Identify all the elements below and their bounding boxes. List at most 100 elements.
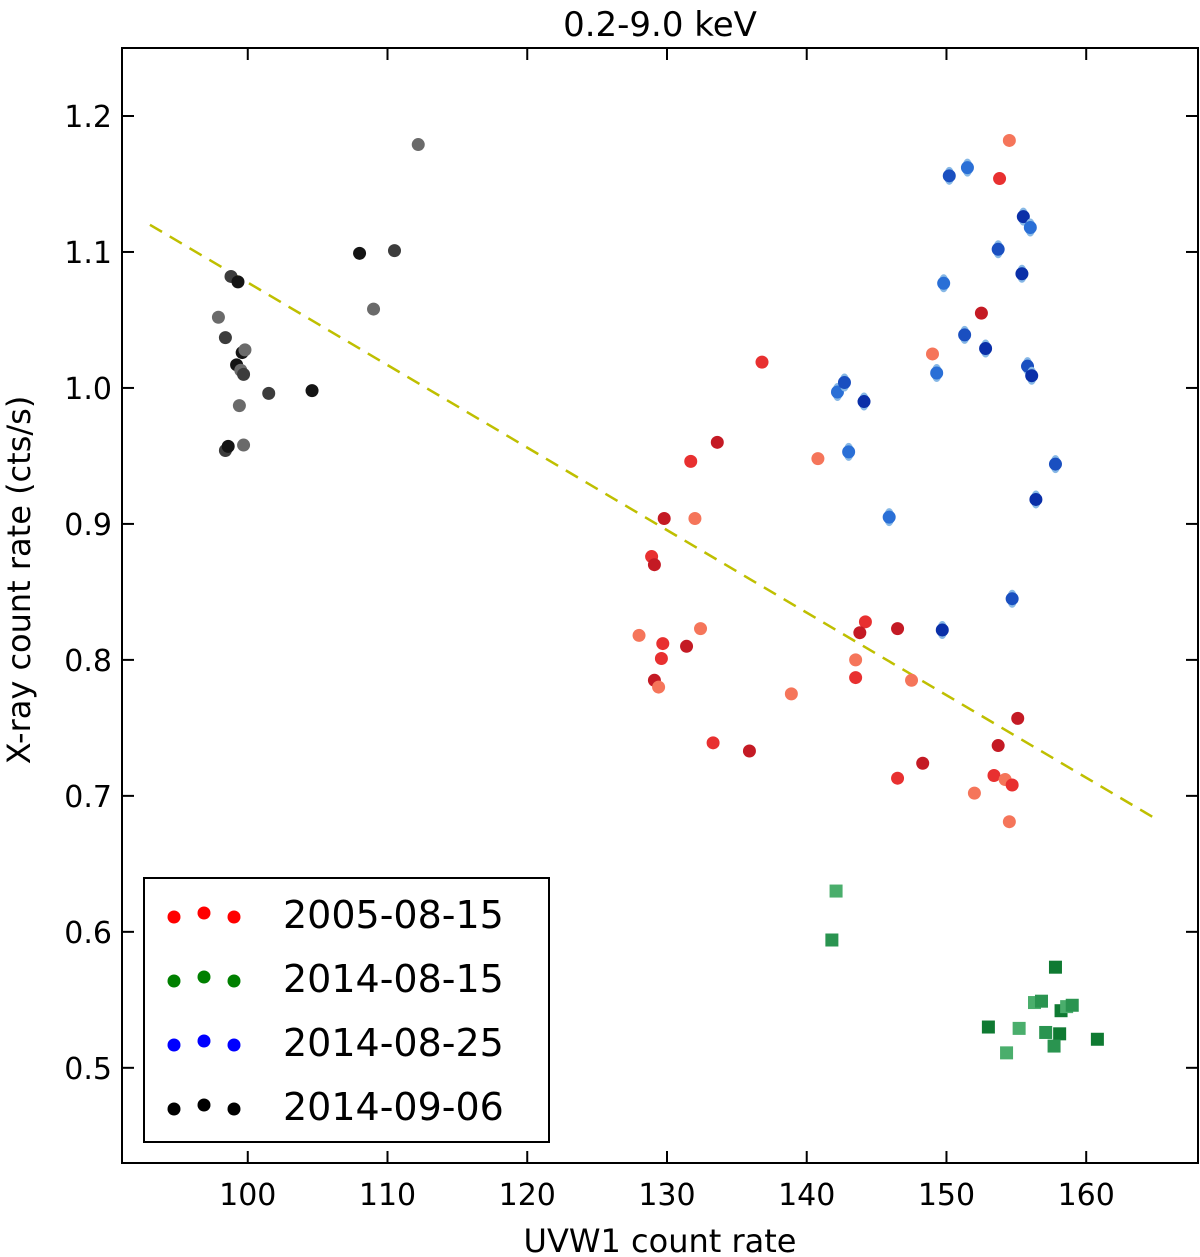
legend: 2005-08-15 2014-08-15 2014-08-25 2014-09-06 [143,877,550,1143]
point-2014-09-06 [353,246,367,260]
point-2005-08-15 [916,756,930,770]
point-2014-08-15 [1065,998,1079,1012]
point-2014-08-25 [960,161,974,175]
point-2014-08-15 [1090,1032,1104,1046]
legend-marker [197,1098,211,1112]
point-2014-08-25 [1005,592,1019,606]
legend-marker [167,974,181,988]
point-2014-09-06 [238,343,252,357]
point-2014-08-25 [1025,369,1039,383]
y-tick-label: 1.0 [64,372,112,407]
point-2005-08-15 [654,652,668,666]
point-2014-08-15 [1034,994,1048,1008]
point-2005-08-15 [811,452,825,466]
point-2014-08-15 [981,1020,995,1034]
legend-marker [227,910,241,924]
point-2014-08-15 [1012,1021,1026,1035]
point-2005-08-15 [891,622,905,636]
point-2005-08-15 [706,736,720,750]
point-2005-08-15 [849,671,863,685]
point-2005-08-15 [784,687,798,701]
fit-line-group [149,223,1157,821]
point-2014-08-25 [991,242,1005,256]
point-2014-08-15 [1047,1039,1061,1053]
y-tick-label: 0.6 [64,916,112,951]
point-2005-08-15 [694,622,708,636]
x-tick-label: 160 [1058,1178,1115,1213]
legend-label: 2014-08-25 [283,1021,504,1065]
y-tick-label: 1.1 [64,236,112,271]
point-2014-08-15 [829,884,843,898]
point-2014-08-25 [1023,220,1037,234]
legend-label: 2014-08-15 [283,957,504,1001]
point-2014-08-25 [937,276,951,290]
point-2005-08-15 [987,768,1001,782]
point-2014-08-25 [979,342,993,356]
point-2014-08-15 [1000,1046,1014,1060]
point-2005-08-15 [710,435,724,449]
point-2005-08-15 [991,739,1005,753]
point-2005-08-15 [652,680,666,694]
point-2014-08-25 [942,169,956,183]
legend-marker [167,1038,181,1052]
y-tick-label: 1.2 [64,100,112,135]
legend-marker [227,974,241,988]
point-2014-09-06 [262,386,276,400]
legend-marker [227,1102,241,1116]
point-2014-08-25 [1016,210,1030,224]
point-2014-09-06 [411,138,425,152]
point-2014-09-06 [232,399,246,413]
point-2005-08-15 [853,626,867,640]
point-2005-08-15 [680,639,694,653]
legend-marker [167,910,181,924]
point-2014-09-06 [387,244,401,258]
chart-title: 0.2-9.0 keV [563,5,757,45]
legend-marker [167,1102,181,1116]
axis-ticks: 100 110 120 130 140 150 160 0.5 0.6 0.7 0.8 0.9 1.0 1… [64,48,1198,1213]
x-tick-label: 110 [359,1178,416,1213]
point-2005-08-15 [742,744,756,758]
point-2014-08-15 [1053,1027,1067,1041]
point-2014-08-25 [857,395,871,409]
point-2014-09-06 [367,302,381,316]
x-tick-label: 120 [499,1178,556,1213]
point-2005-08-15 [858,615,872,629]
point-2014-09-06 [211,310,225,324]
point-2005-08-15 [967,786,981,800]
point-2005-08-15 [657,511,671,525]
point-2014-08-25 [842,445,856,459]
point-2005-08-15 [647,558,661,572]
legend-marker [197,906,211,920]
point-2014-09-06 [237,438,251,452]
legend-box [143,877,550,1143]
point-2005-08-15 [974,306,988,320]
point-2014-08-25 [1015,267,1029,281]
point-2005-08-15 [632,628,646,642]
x-tick-label: 130 [638,1178,695,1213]
point-2005-08-15 [688,511,702,525]
point-2014-08-25 [882,510,896,524]
legend-marker [197,1034,211,1048]
point-2014-08-15 [825,933,839,947]
point-2014-08-25 [1029,492,1043,506]
point-2014-08-25 [837,376,851,389]
point-2014-08-15 [1039,1025,1053,1039]
point-2005-08-15 [993,172,1007,186]
legend-marker [197,970,211,984]
point-2005-08-15 [1002,815,1016,829]
y-axis-label: X-ray count rate (cts/s) [0,396,38,765]
point-2014-08-25 [935,623,949,637]
y-tick-label: 0.8 [64,644,112,679]
point-2014-08-25 [930,366,944,380]
point-2014-09-06 [305,384,319,398]
plot-frame [121,47,1199,1164]
y-tick-label: 0.7 [64,780,112,815]
point-2005-08-15 [656,637,670,651]
legend-label: 2005-08-15 [283,893,504,937]
point-2014-08-25 [1048,457,1062,471]
point-2005-08-15 [925,347,939,361]
legend-marker [227,1038,241,1052]
point-2005-08-15 [905,673,919,687]
x-axis-label: UVW1 count rate [524,1222,797,1257]
x-tick-label: 150 [918,1178,975,1213]
